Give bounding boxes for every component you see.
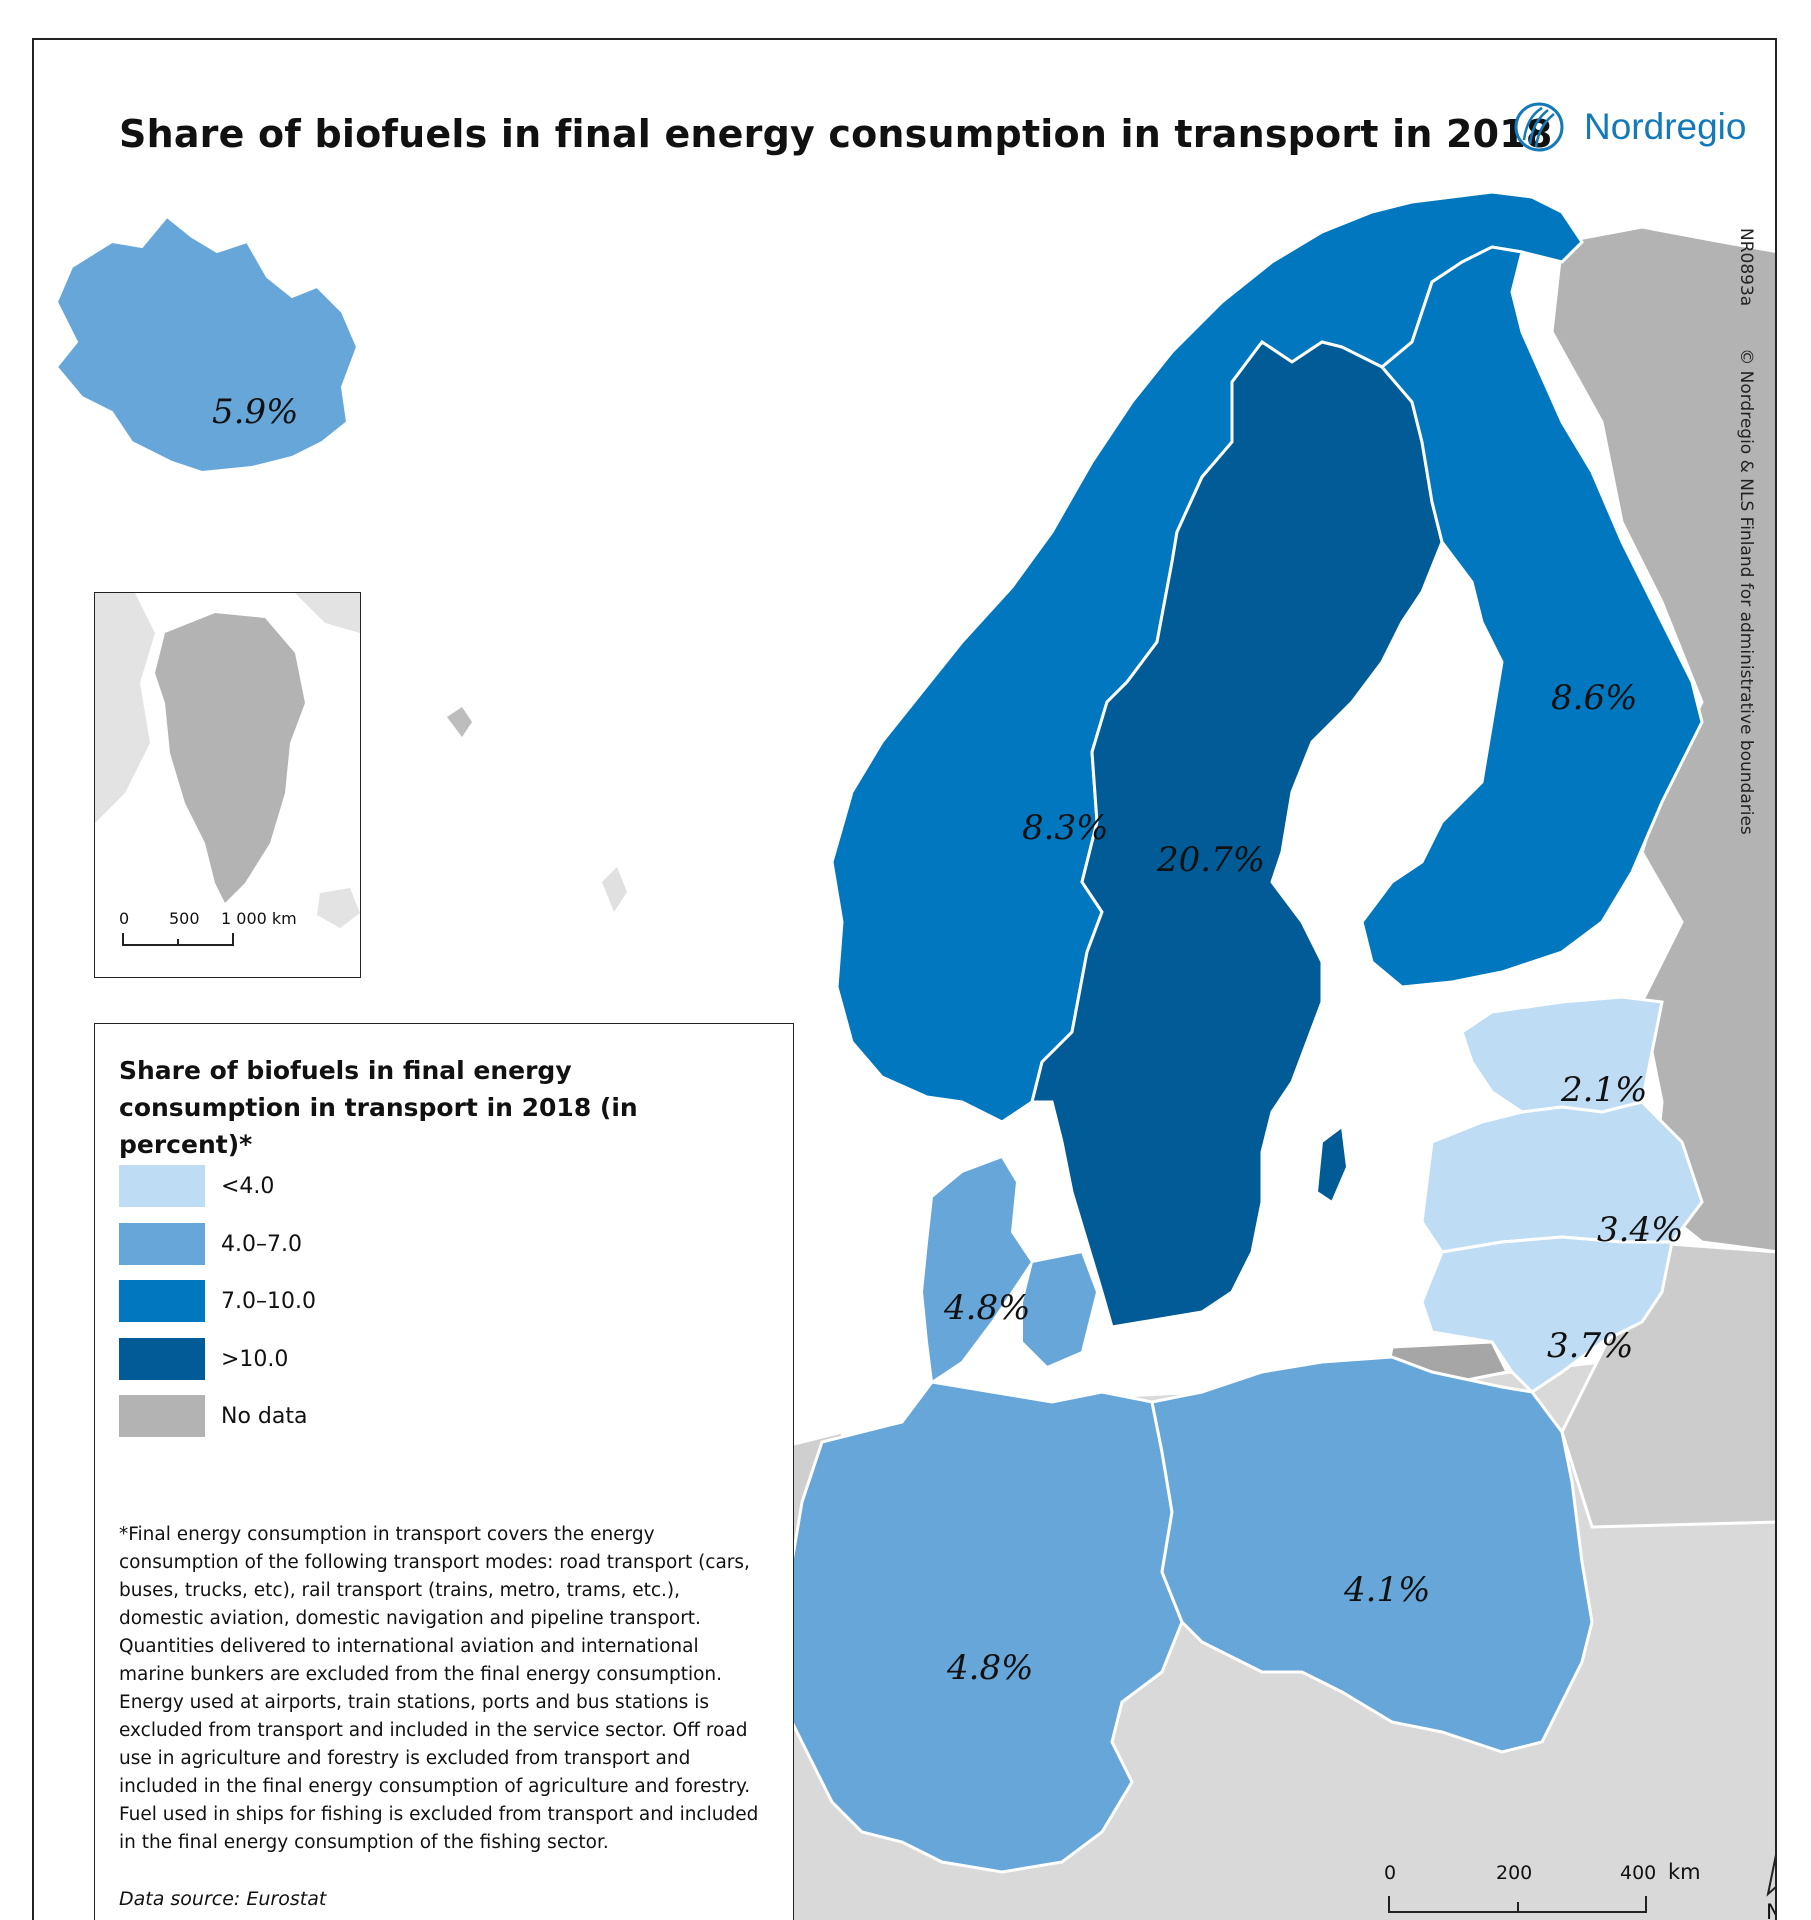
map-id: NR0893a [1736, 228, 1756, 307]
legend-class-lt4: <4.0 [119, 1165, 274, 1207]
map-credit: NR0893a © Nordregio & NLS Finland for adm… [1736, 228, 1756, 835]
region-iceland [55, 215, 359, 474]
scale-label-unit: km [1668, 1860, 1701, 1884]
value-label-finland: 8.6% [1551, 678, 1638, 718]
legend-class-gt10: >10.0 [119, 1338, 288, 1380]
data-source: Data source: Eurostat [119, 1888, 327, 1910]
value-label-poland: 4.1% [1344, 1570, 1431, 1610]
region-denmark-islands [1021, 1250, 1099, 1369]
nordregio-logo-icon [1514, 102, 1564, 152]
region-shetland [602, 867, 627, 912]
legend-class-no-data: No data [119, 1395, 307, 1437]
scale-bar: 0 200 400 km [1384, 1860, 1701, 1920]
legend-class-label: 7.0–10.0 [221, 1288, 316, 1314]
legend-class-4-7: 4.0–7.0 [119, 1223, 302, 1265]
region-lithuania [1420, 1235, 1674, 1394]
map-legend: Share of biofuels in final energy consum… [94, 1023, 794, 1920]
inset-region-svalbard [295, 593, 360, 633]
region-germany [780, 1380, 1184, 1874]
legend-class-label: No data [221, 1403, 308, 1429]
greenland-inset-map: 0 500 1 000 km [94, 592, 361, 978]
legend-footnote: *Final energy consumption in transport c… [119, 1524, 759, 1853]
scale-line [1388, 1896, 1647, 1913]
value-label-denmark: 4.8% [944, 1288, 1031, 1328]
scale-label-400: 400 [1620, 1862, 1657, 1884]
copyright-text: © Nordregio & NLS Finland for administra… [1736, 348, 1756, 835]
region-russia [1550, 225, 1775, 1253]
value-label-sweden: 20.7% [1157, 840, 1266, 880]
legend-class-label: 4.0–7.0 [221, 1231, 302, 1257]
legend-swatch [119, 1338, 205, 1380]
map-frame: Share of biofuels in final energy consum… [32, 38, 1777, 1920]
north-label: N [1766, 1900, 1775, 1920]
legend-swatch [119, 1165, 205, 1207]
region-denmark [920, 1155, 1034, 1384]
inset-region-greenland [155, 613, 305, 903]
region-finland [1360, 245, 1704, 989]
legend-swatch [119, 1280, 205, 1322]
inset-scale-bar: 0 500 1 000 km [119, 909, 319, 953]
legend-class-7-10: 7.0–10.0 [119, 1280, 316, 1322]
inset-scale-label-500: 500 [169, 909, 200, 928]
value-label-germany: 4.8% [947, 1648, 1034, 1688]
legend-class-label: >10.0 [221, 1346, 289, 1372]
nordregio-logo-text: Nordregio [1584, 106, 1747, 147]
region-poland [1150, 1355, 1594, 1754]
inset-scale-label-0: 0 [119, 909, 130, 928]
scale-label-200: 200 [1496, 1862, 1533, 1884]
value-label-latvia: 3.4% [1597, 1210, 1684, 1250]
legend-title: Share of biofuels in final energy consum… [119, 1056, 638, 1159]
map-canvas [55, 190, 1775, 1920]
inset-region-iceland [317, 888, 360, 928]
inset-scale-line [122, 933, 234, 946]
inset-scale-label-1000: 1 000 km [221, 909, 297, 928]
nordregio-logo: Nordregio [1512, 100, 1746, 154]
legend-swatch [119, 1395, 205, 1437]
region-sweden-gotland [1315, 1125, 1349, 1204]
value-label-lithuania: 3.7% [1547, 1326, 1634, 1366]
region-faroe-islands [447, 707, 472, 737]
map-title: Share of biofuels in final energy consum… [119, 112, 1553, 156]
value-label-iceland: 5.9% [212, 392, 299, 432]
legend-class-label: <4.0 [221, 1173, 275, 1199]
north-arrow-icon [1766, 1854, 1775, 1897]
region-latvia [1420, 1100, 1704, 1254]
value-label-estonia: 2.1% [1561, 1070, 1648, 1110]
value-label-norway: 8.3% [1022, 808, 1109, 848]
legend-swatch [119, 1223, 205, 1265]
north-arrow: N [1762, 1848, 1775, 1920]
inset-region-canada [95, 593, 155, 823]
greenland-inset-canvas [95, 593, 360, 928]
scale-label-0: 0 [1384, 1862, 1397, 1884]
